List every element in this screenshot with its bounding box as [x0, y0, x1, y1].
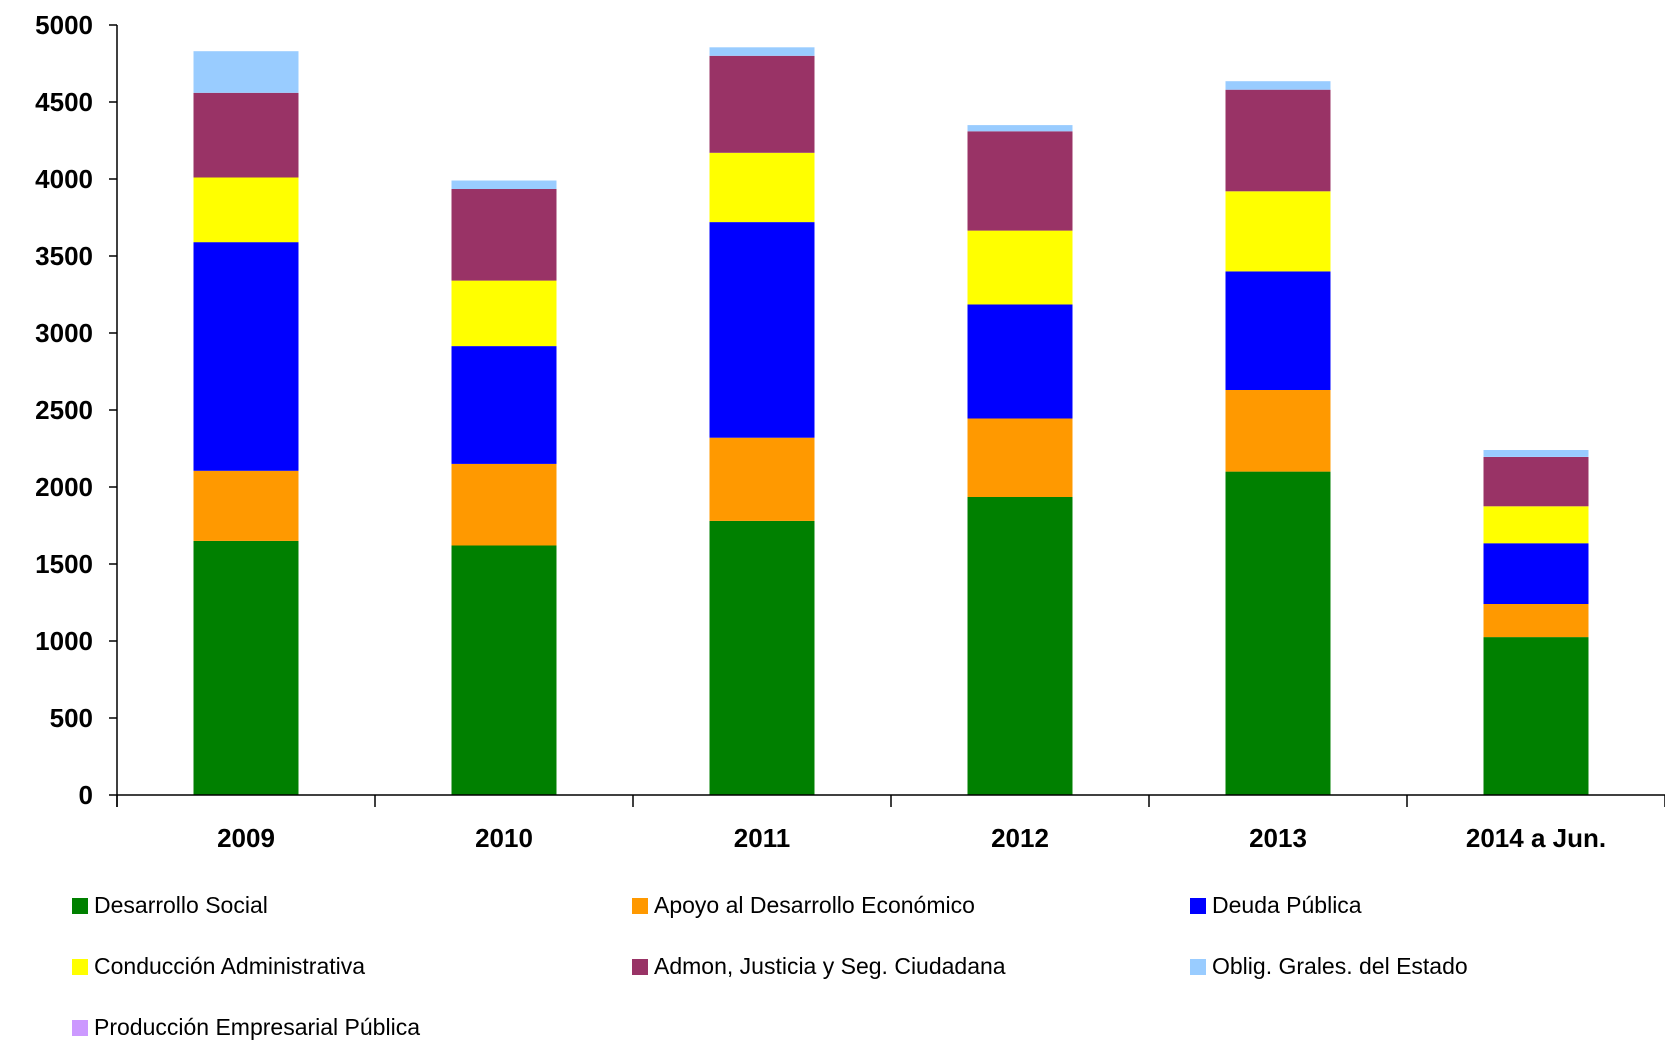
bar-segment: [709, 55, 815, 153]
legend-swatch: [72, 1019, 88, 1036]
y-tick-label: 0: [79, 780, 93, 810]
bar-segment: [451, 463, 557, 546]
bar-segment: [1225, 471, 1331, 795]
axes-layer: [109, 24, 1665, 807]
bar-segment: [1483, 450, 1589, 457]
x-tick-label: 2014 a Jun.: [1466, 823, 1606, 853]
legend-label: Desarrollo Social: [94, 892, 268, 918]
bar-segment: [1225, 191, 1331, 272]
bar-segment: [967, 418, 1073, 497]
y-tick-label: 3500: [35, 241, 93, 271]
y-tick-label: 4000: [35, 164, 93, 194]
bar-segment: [967, 304, 1073, 419]
bar-segment: [1225, 271, 1331, 390]
bar-segment: [193, 92, 299, 178]
bar-segment: [1225, 89, 1331, 192]
bar-segment: [1483, 457, 1589, 507]
y-tick-label: 1500: [35, 549, 93, 579]
legend-swatch: [632, 897, 648, 914]
y-tick-label: 3000: [35, 318, 93, 348]
y-tick-label: 5000: [35, 10, 93, 40]
legend-label: Producción Empresarial Pública: [94, 1014, 420, 1040]
legend-swatch: [1190, 958, 1206, 975]
x-tick-label: 2010: [475, 823, 533, 853]
bar-segment: [1483, 506, 1589, 544]
legend-label: Admon, Justicia y Seg. Ciudadana: [654, 953, 1006, 979]
y-tick-labels: 0 500 1000 1500 2000 2500 3000 3500 4000 4500 5000: [35, 10, 93, 810]
y-tick-label: 2500: [35, 395, 93, 425]
x-tick-label: 2012: [991, 823, 1049, 853]
bar-segment: [193, 51, 299, 93]
bars-layer: [193, 47, 1589, 795]
bar-segment: [451, 280, 557, 347]
bar-segment: [193, 470, 299, 541]
legend-swatch: [72, 958, 88, 975]
bar-segment: [1483, 604, 1589, 638]
legend-item: Deuda Pública: [1190, 892, 1362, 919]
legend-item: Producción Empresarial Pública: [72, 1014, 420, 1041]
bar-segment: [1225, 390, 1331, 472]
bar-segment: [967, 497, 1073, 795]
bar-segment: [193, 540, 299, 795]
y-tick-label: 1000: [35, 626, 93, 656]
legend-swatch: [632, 958, 648, 975]
y-tick-label: 4500: [35, 87, 93, 117]
legend-item: Admon, Justicia y Seg. Ciudadana: [632, 953, 1006, 980]
legend-swatch: [1190, 897, 1206, 914]
bar-segment: [967, 131, 1073, 231]
bar-segment: [193, 242, 299, 471]
x-tick-label: 2013: [1249, 823, 1307, 853]
bar-segment: [451, 346, 557, 464]
legend-label: Deuda Pública: [1212, 892, 1362, 918]
bar-segment: [193, 177, 299, 243]
bar-segment: [1483, 637, 1589, 795]
bar-segment: [451, 545, 557, 795]
bar-segment: [709, 47, 815, 56]
bar-segment: [967, 230, 1073, 305]
x-tick-label: 2011: [734, 823, 790, 853]
legend-label: Apoyo al Desarrollo Económico: [654, 892, 975, 918]
y-tick-label: 2000: [35, 472, 93, 502]
legend-item: Conducción Administrativa: [72, 953, 365, 980]
bar-segment: [709, 520, 815, 795]
bar-segment: [451, 180, 557, 189]
legend-item: Desarrollo Social: [72, 892, 268, 919]
legend-item: Oblig. Grales. del Estado: [1190, 953, 1468, 980]
bar-segment: [709, 222, 815, 438]
y-tick-label: 500: [50, 703, 93, 733]
bar-segment: [967, 125, 1073, 132]
x-tick-labels: 2009 2010 2011 2012 2013 2014 a Jun.: [217, 823, 1606, 853]
bar-segment: [1483, 543, 1589, 604]
legend-swatch: [72, 897, 88, 914]
legend-label: Conducción Administrativa: [94, 953, 366, 979]
bar-segment: [1225, 81, 1331, 90]
legend-label: Oblig. Grales. del Estado: [1212, 953, 1468, 979]
legend-item: Apoyo al Desarrollo Económico: [632, 892, 975, 919]
bar-segment: [709, 152, 815, 223]
bar-segment: [709, 437, 815, 521]
bar-segment: [451, 189, 557, 281]
x-tick-label: 2009: [217, 823, 275, 853]
